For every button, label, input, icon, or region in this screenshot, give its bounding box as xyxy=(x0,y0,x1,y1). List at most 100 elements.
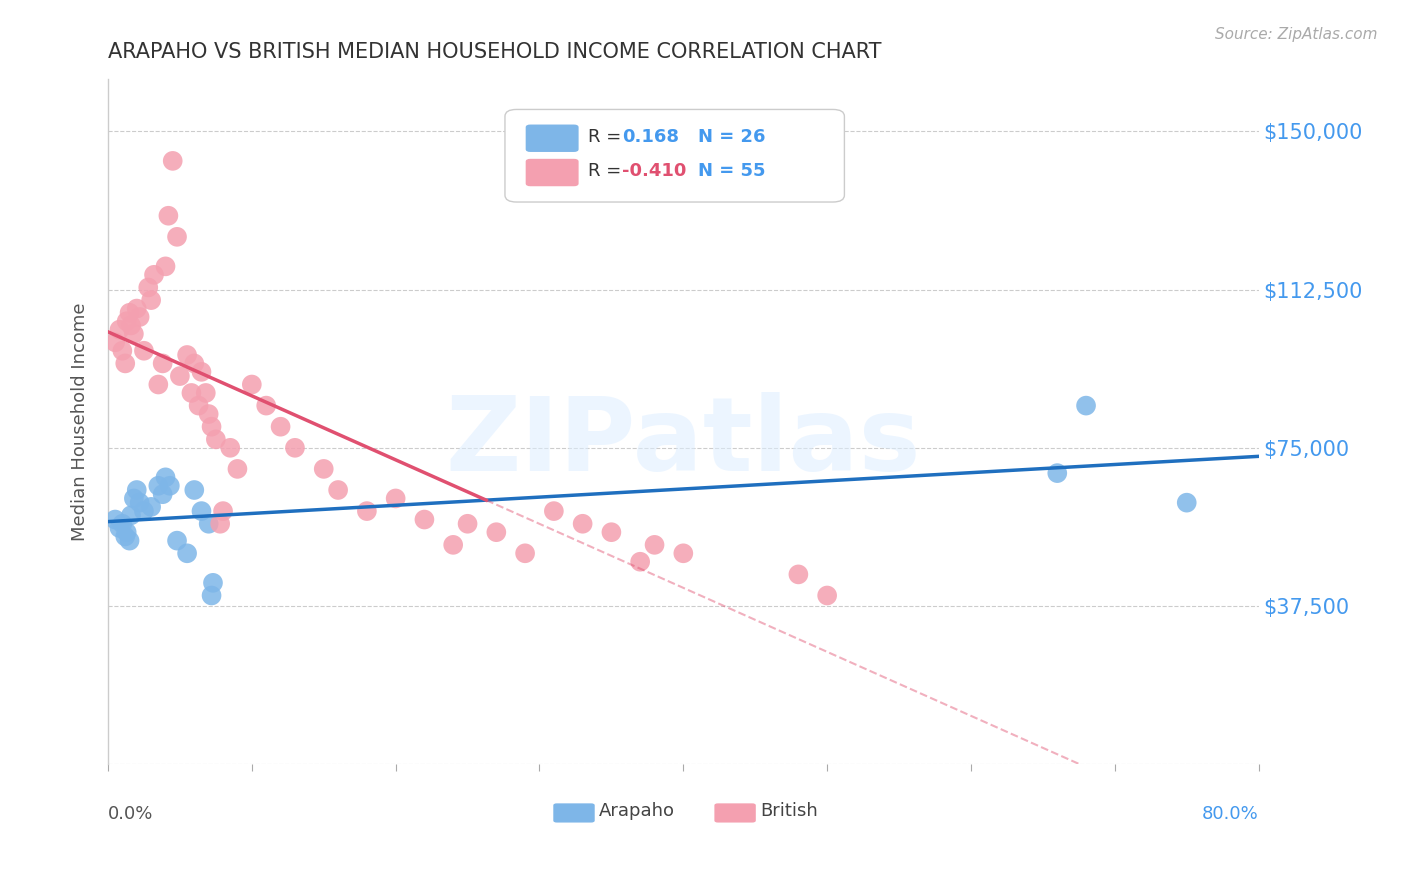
Point xyxy=(413,512,436,526)
Point xyxy=(139,500,162,514)
Point xyxy=(209,516,232,531)
Point xyxy=(122,326,145,341)
Point xyxy=(128,310,150,324)
Point xyxy=(815,589,838,603)
Point xyxy=(1175,496,1198,510)
Point xyxy=(136,280,159,294)
Point xyxy=(118,533,141,548)
FancyBboxPatch shape xyxy=(505,110,845,202)
Point xyxy=(183,483,205,497)
Point xyxy=(115,525,138,540)
Point xyxy=(1074,399,1097,413)
Point xyxy=(194,386,217,401)
Point xyxy=(108,323,131,337)
Point xyxy=(197,516,219,531)
FancyBboxPatch shape xyxy=(526,159,579,186)
Point xyxy=(143,268,166,282)
Point xyxy=(457,516,479,531)
Point xyxy=(122,491,145,506)
Point xyxy=(543,504,565,518)
Point xyxy=(120,318,142,333)
Point xyxy=(169,369,191,384)
Point xyxy=(254,399,277,413)
Point xyxy=(201,575,224,590)
Text: N = 26: N = 26 xyxy=(699,128,766,146)
Point xyxy=(104,335,127,350)
Point xyxy=(284,441,307,455)
Point xyxy=(166,533,188,548)
Point xyxy=(190,365,212,379)
Point xyxy=(104,512,127,526)
Point xyxy=(672,546,695,560)
Point xyxy=(152,356,174,370)
Point xyxy=(111,343,134,358)
Text: ARAPAHO VS BRITISH MEDIAN HOUSEHOLD INCOME CORRELATION CHART: ARAPAHO VS BRITISH MEDIAN HOUSEHOLD INCO… xyxy=(108,42,882,62)
FancyBboxPatch shape xyxy=(714,804,756,822)
Point xyxy=(205,433,228,447)
Point xyxy=(1046,466,1069,480)
Point xyxy=(356,504,378,518)
Point xyxy=(155,260,177,274)
Point xyxy=(312,462,335,476)
Point xyxy=(197,407,219,421)
Point xyxy=(441,538,464,552)
FancyBboxPatch shape xyxy=(526,125,579,152)
Point xyxy=(176,348,198,362)
Point xyxy=(125,483,148,497)
Point xyxy=(120,508,142,523)
FancyBboxPatch shape xyxy=(554,804,595,822)
Point xyxy=(180,386,202,401)
Text: 0.0%: 0.0% xyxy=(108,805,153,823)
Point xyxy=(571,516,593,531)
Point xyxy=(240,377,263,392)
Point xyxy=(787,567,810,582)
Point xyxy=(270,419,292,434)
Point xyxy=(118,306,141,320)
Point xyxy=(155,470,177,484)
Point xyxy=(200,419,222,434)
Point xyxy=(125,301,148,316)
Point xyxy=(226,462,249,476)
Point xyxy=(485,525,508,540)
Point xyxy=(644,538,666,552)
Y-axis label: Median Household Income: Median Household Income xyxy=(72,302,89,541)
Text: Arapaho: Arapaho xyxy=(599,802,675,820)
Text: 0.168: 0.168 xyxy=(623,128,679,146)
Point xyxy=(152,487,174,501)
Text: -0.410: -0.410 xyxy=(623,162,686,180)
Point xyxy=(326,483,349,497)
Point xyxy=(200,589,222,603)
Point xyxy=(139,293,162,307)
Point xyxy=(114,356,136,370)
Text: N = 55: N = 55 xyxy=(699,162,766,180)
Point xyxy=(148,377,170,392)
Point xyxy=(157,209,180,223)
Text: Source: ZipAtlas.com: Source: ZipAtlas.com xyxy=(1215,27,1378,42)
Text: British: British xyxy=(761,802,818,820)
Point xyxy=(111,516,134,531)
Point xyxy=(219,441,242,455)
Point xyxy=(600,525,623,540)
Point xyxy=(132,343,155,358)
Point xyxy=(162,153,184,168)
Point xyxy=(115,314,138,328)
Point xyxy=(513,546,536,560)
Point xyxy=(628,555,651,569)
Text: ZIPatlas: ZIPatlas xyxy=(446,392,921,492)
Point xyxy=(114,529,136,543)
Point xyxy=(212,504,235,518)
Point xyxy=(159,479,181,493)
Text: R =: R = xyxy=(588,128,627,146)
Point xyxy=(132,504,155,518)
Point xyxy=(384,491,406,506)
Point xyxy=(190,504,212,518)
Text: 80.0%: 80.0% xyxy=(1202,805,1258,823)
Point xyxy=(187,399,209,413)
Point xyxy=(128,496,150,510)
Text: R =: R = xyxy=(588,162,627,180)
Point xyxy=(148,479,170,493)
Point xyxy=(183,356,205,370)
Point xyxy=(176,546,198,560)
Point xyxy=(108,521,131,535)
Point xyxy=(166,230,188,244)
